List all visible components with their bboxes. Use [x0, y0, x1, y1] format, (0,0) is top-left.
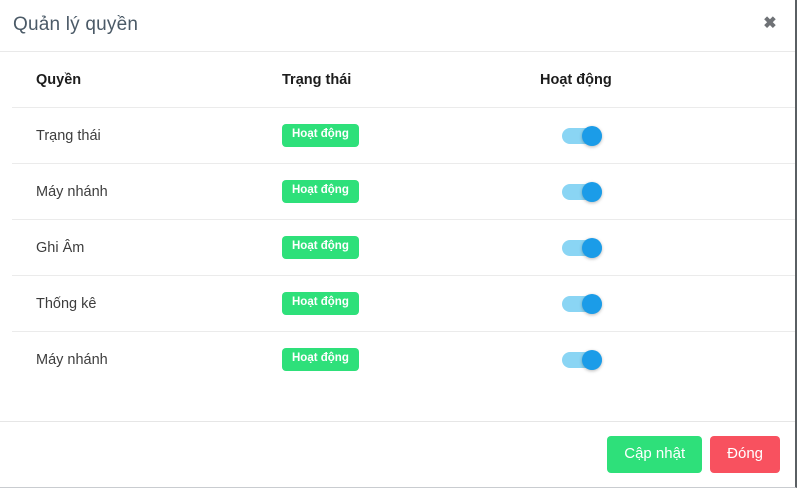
toggle-knob [582, 237, 602, 258]
table-row: Ghi Âm Hoạt động [12, 219, 795, 276]
status-cell: Hoạt động [270, 275, 528, 332]
permissions-table-wrapper: Quyền Trạng thái Hoạt động Trạng thái Ho… [0, 52, 795, 387]
table-body: Trạng thái Hoạt động Máy nhánh [12, 107, 795, 387]
table-head: Quyền Trạng thái Hoạt động [12, 52, 795, 108]
table-row: Thống kê Hoạt động [12, 275, 795, 332]
status-cell: Hoạt động [270, 163, 528, 220]
dialog-body: Quyền Trạng thái Hoạt động Trạng thái Ho… [0, 52, 795, 421]
activity-toggle[interactable] [562, 349, 602, 370]
status-badge: Hoạt động [282, 124, 359, 147]
column-header-status: Trạng thái [282, 71, 352, 88]
permission-name: Máy nhánh [12, 163, 270, 220]
activity-toggle[interactable] [562, 237, 602, 258]
activity-toggle[interactable] [562, 125, 602, 146]
toggle-knob [582, 349, 602, 370]
status-badge: Hoạt động [282, 348, 359, 371]
action-cell [528, 107, 795, 164]
toggle-knob [582, 125, 602, 146]
table-row: Máy nhánh Hoạt động [12, 331, 795, 387]
activity-toggle[interactable] [562, 181, 602, 202]
dialog-footer: Cập nhật Đóng [0, 421, 795, 487]
status-badge: Hoạt động [282, 236, 359, 259]
table-row: Máy nhánh Hoạt động [12, 163, 795, 220]
status-cell: Hoạt động [270, 219, 528, 276]
page-title: Quản lý quyền [13, 14, 139, 35]
table-row: Trạng thái Hoạt động [12, 107, 795, 164]
permissions-table: Quyền Trạng thái Hoạt động Trạng thái Ho… [12, 52, 795, 387]
close-icon[interactable]: ✖ [759, 13, 781, 35]
action-cell [528, 331, 795, 387]
permission-name: Trạng thái [12, 107, 270, 164]
status-cell: Hoạt động [270, 107, 528, 164]
activity-toggle[interactable] [562, 293, 602, 314]
table-header-row: Quyền Trạng thái Hoạt động [12, 52, 795, 108]
toggle-knob [582, 293, 602, 314]
toggle-knob [582, 181, 602, 202]
close-button[interactable]: Đóng [710, 436, 780, 473]
status-badge: Hoạt động [282, 292, 359, 315]
update-button[interactable]: Cập nhật [607, 436, 703, 473]
action-cell [528, 219, 795, 276]
status-cell: Hoạt động [270, 331, 528, 387]
column-header-permission: Quyền [36, 71, 82, 88]
dialog-header: Quản lý quyền ✖ [0, 0, 795, 52]
status-badge: Hoạt động [282, 180, 359, 203]
permission-name: Ghi Âm [12, 219, 270, 276]
permission-name: Thống kê [12, 275, 270, 332]
permission-name: Máy nhánh [12, 331, 270, 387]
column-header-action: Hoạt động [540, 71, 612, 88]
action-cell [528, 163, 795, 220]
action-cell [528, 275, 795, 332]
